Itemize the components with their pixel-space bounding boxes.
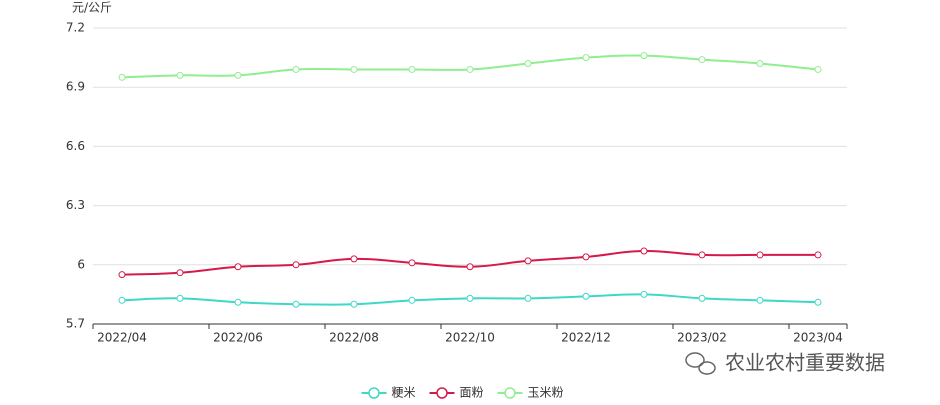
- data-point: [408, 296, 416, 304]
- data-point: [814, 65, 822, 73]
- data-point: [582, 54, 590, 62]
- x-tick-label: 2022/08: [329, 331, 379, 345]
- data-point: [350, 255, 358, 263]
- y-tick-label: 5.7: [66, 317, 85, 331]
- data-point: [176, 71, 184, 79]
- data-point: [118, 271, 126, 279]
- y-tick-label: 6.3: [66, 198, 85, 212]
- data-point: [524, 60, 532, 68]
- data-point: [466, 294, 474, 302]
- legend-label: 面粉: [460, 386, 484, 400]
- data-point: [118, 73, 126, 81]
- data-point: [814, 298, 822, 306]
- data-point: [292, 300, 300, 308]
- watermark: 农业农村重要数据: [725, 351, 885, 375]
- y-tick-label: 6: [77, 257, 85, 271]
- legend-label: 玉米粉: [528, 386, 564, 400]
- data-point: [466, 263, 474, 271]
- data-point: [756, 251, 764, 259]
- data-point: [176, 269, 184, 277]
- data-point: [582, 292, 590, 300]
- y-axis-label: 元/公斤: [72, 1, 112, 15]
- data-point: [524, 294, 532, 302]
- x-tick-label: 2023/02: [677, 331, 727, 345]
- x-tick-label: 2022/10: [445, 331, 495, 345]
- data-point: [408, 259, 416, 267]
- x-tick-label: 2022/12: [561, 331, 611, 345]
- data-point: [640, 247, 648, 255]
- data-point: [582, 253, 590, 261]
- y-tick-label: 6.9: [66, 80, 85, 94]
- data-point: [814, 251, 822, 259]
- data-point: [524, 257, 532, 265]
- data-point: [234, 263, 242, 271]
- data-point: [408, 65, 416, 73]
- y-tick-label: 7.2: [66, 21, 85, 35]
- legend-marker: [436, 387, 448, 399]
- data-point: [234, 298, 242, 306]
- legend-marker: [368, 387, 380, 399]
- data-point: [350, 300, 358, 308]
- data-point: [176, 294, 184, 302]
- data-point: [640, 290, 648, 298]
- data-point: [234, 71, 242, 79]
- data-point: [350, 65, 358, 73]
- data-point: [292, 65, 300, 73]
- data-point: [698, 251, 706, 259]
- x-tick-label: 2022/04: [97, 331, 147, 345]
- data-point: [756, 296, 764, 304]
- data-point: [118, 296, 126, 304]
- watermark-icon: [685, 352, 716, 375]
- data-point: [756, 60, 764, 68]
- data-point: [466, 65, 474, 73]
- legend-marker: [504, 387, 516, 399]
- x-tick-label: 2022/06: [213, 331, 263, 345]
- legend-label: 粳米: [392, 386, 416, 400]
- data-point: [698, 56, 706, 64]
- data-point: [640, 52, 648, 60]
- x-tick-label: 2023/04: [793, 331, 843, 345]
- y-tick-label: 6.6: [66, 139, 85, 153]
- data-point: [292, 261, 300, 269]
- data-point: [698, 294, 706, 302]
- series-line: [121, 249, 818, 276]
